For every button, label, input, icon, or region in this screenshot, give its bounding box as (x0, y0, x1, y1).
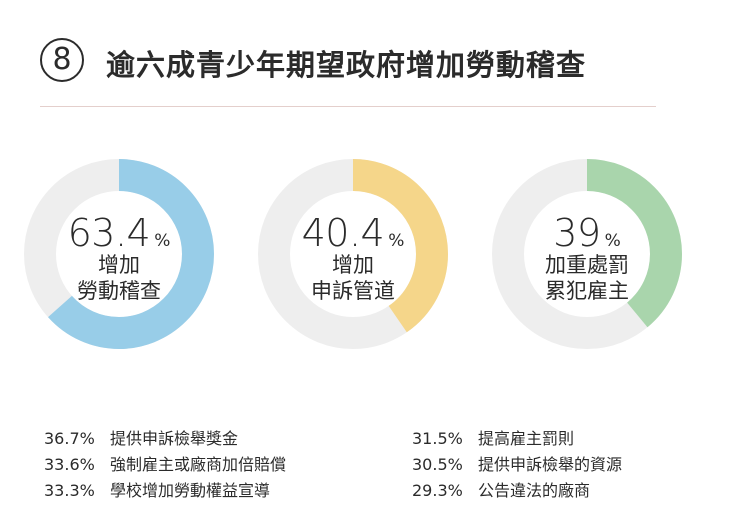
donut-label-1b: 勞動稽查 (77, 279, 161, 303)
title-divider (40, 106, 656, 107)
list-item: 31.5% 提高雇主罰則 (412, 426, 622, 452)
list-item: 30.5% 提供申訴檢舉的資源 (412, 452, 622, 478)
donut-svg-3 (492, 159, 682, 349)
header: 8 逾六成青少年期望政府增加勞動稽查 (40, 34, 700, 94)
other-items-list-right: 31.5% 提高雇主罰則 30.5% 提供申訴檢舉的資源 29.3% 公告違法的廠商 (412, 426, 622, 504)
list-item-text: 公告違法的廠商 (478, 481, 591, 500)
donut-label-2a: 增加 (332, 253, 374, 277)
donut-value-unit-2: % (388, 231, 405, 251)
list-item: 29.3% 公告違法的廠商 (412, 478, 622, 504)
list-item-text: 提供申訴檢舉獎金 (110, 429, 239, 448)
donut-chart-1: 63.4 % 增加 勞動稽查 (22, 157, 216, 351)
donut-chart-2: 40.4 % 增加 申訴管道 (256, 157, 450, 351)
donut-label-1a: 增加 (98, 253, 140, 277)
list-item: 33.6% 強制雇主或廠商加倍賠償 (44, 452, 286, 478)
list-item-pct: 31.5% (412, 429, 463, 448)
donut-center-1: 63.4 % 增加 勞動稽查 (22, 157, 216, 351)
donut-arc-3 (492, 159, 682, 349)
other-items-list-left: 36.7% 提供申訴檢舉獎金 33.6% 強制雇主或廠商加倍賠償 33.3% 學校增加… (44, 426, 286, 504)
list-item-text: 強制雇主或廠商加倍賠償 (110, 455, 287, 474)
donut-center-3: 39 % 加重處罰 累犯雇主 (490, 157, 684, 351)
donut-label-2b: 申訴管道 (311, 279, 395, 303)
donut-value-number-3: 39 (553, 211, 601, 255)
donut-value-unit-3: % (604, 231, 621, 251)
donut-arc-2 (258, 159, 448, 349)
donut-value-number-2: 40.4 (301, 211, 385, 255)
donut-chart-3: 39 % 加重處罰 累犯雇主 (490, 157, 684, 351)
list-item-pct: 36.7% (44, 429, 95, 448)
donut-value-number-1: 63.4 (67, 211, 151, 255)
list-item: 33.3% 學校增加勞動權益宣導 (44, 478, 286, 504)
donut-value-3: 39 % (553, 214, 621, 252)
list-item-text: 提供申訴檢舉的資源 (478, 455, 623, 474)
list-item-pct: 33.6% (44, 455, 95, 474)
donut-arc-1 (24, 159, 214, 349)
list-item-text: 提高雇主罰則 (478, 429, 575, 448)
donut-label-3b: 累犯雇主 (545, 279, 629, 303)
list-item-text: 學校增加勞動權益宣導 (110, 481, 271, 500)
donut-value-unit-1: % (154, 231, 171, 251)
donut-value-1: 63.4 % (68, 214, 171, 252)
page-title: 逾六成青少年期望政府增加勞動稽查 (106, 48, 587, 82)
donut-value-2: 40.4 % (302, 214, 405, 252)
donut-svg-1 (24, 159, 214, 349)
donut-label-3a: 加重處罰 (545, 253, 629, 277)
donut-svg-2 (258, 159, 448, 349)
list-item-pct: 29.3% (412, 481, 463, 500)
list-item-pct: 33.3% (44, 481, 95, 500)
donut-center-2: 40.4 % 增加 申訴管道 (256, 157, 450, 351)
list-item-pct: 30.5% (412, 455, 463, 474)
list-item: 36.7% 提供申訴檢舉獎金 (44, 426, 286, 452)
section-number-badge: 8 (40, 38, 84, 82)
